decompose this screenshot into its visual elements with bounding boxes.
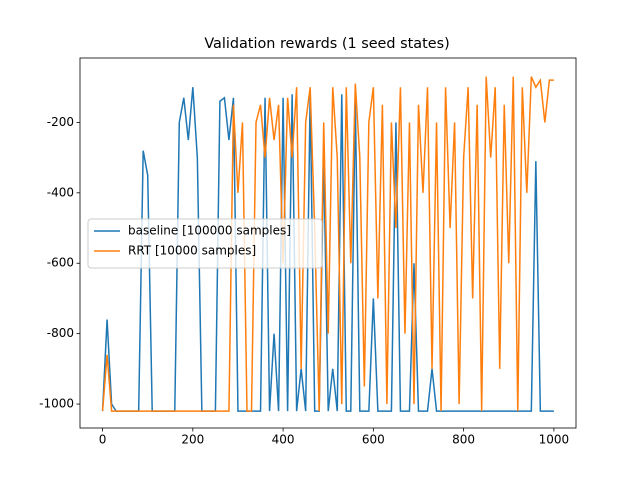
- plot-frame: [79, 57, 577, 429]
- x-tick-label: 1000: [539, 433, 570, 447]
- y-tick-label: -200: [47, 115, 74, 129]
- legend-box: [87, 218, 323, 269]
- y-tick-label: -800: [47, 326, 74, 340]
- legend-label: RRT [10000 samples]: [128, 244, 256, 258]
- x-tick-label: 200: [181, 433, 204, 447]
- x-tick-label: 600: [362, 433, 385, 447]
- x-tick-label: 0: [99, 433, 107, 447]
- x-tick-label: 800: [452, 433, 475, 447]
- y-tick-label: -1000: [39, 397, 74, 411]
- y-tick-label: -600: [47, 256, 74, 270]
- line-series: [101, 76, 554, 412]
- legend-label: baseline [100000 samples]: [128, 224, 291, 238]
- y-tick-label: -400: [47, 185, 74, 199]
- x-tick-label: 400: [272, 433, 295, 447]
- chart-title: Validation rewards (1 seed states): [204, 36, 449, 52]
